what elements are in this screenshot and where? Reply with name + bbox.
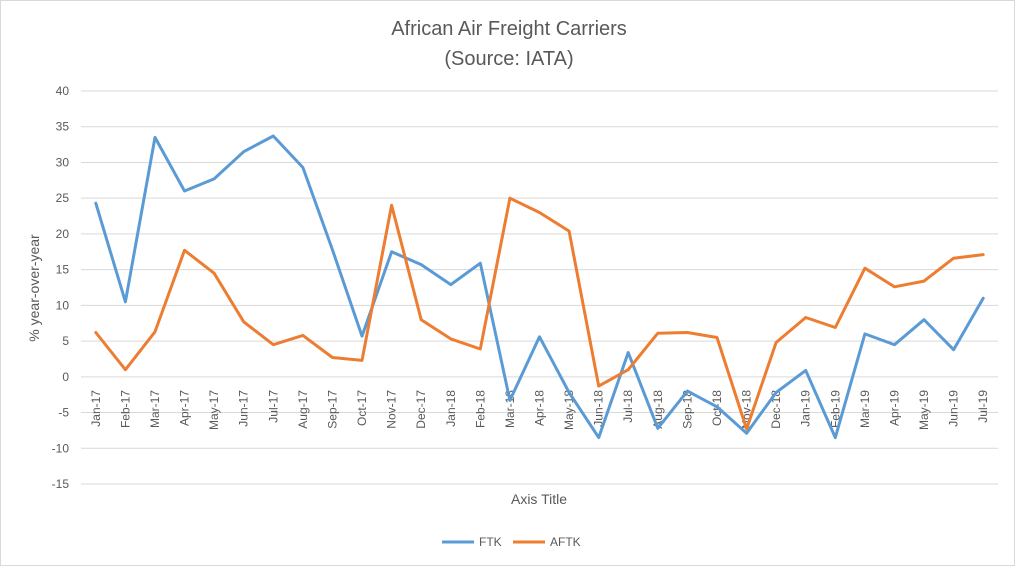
y-tick-label: 30: [56, 155, 70, 169]
x-tick-label: May-17: [207, 390, 221, 430]
x-tick-label: Mar-19: [858, 390, 872, 428]
x-tick-label: Jun-18: [592, 390, 606, 427]
y-tick-label: 15: [56, 263, 70, 277]
y-tick-label: -5: [58, 406, 69, 420]
x-tick-label: May-18: [562, 390, 576, 430]
x-tick-label: Feb-17: [118, 390, 132, 428]
x-tick-label: Jul-18: [621, 390, 635, 423]
y-tick-label: 35: [56, 120, 70, 134]
x-tick-label: Sep-17: [325, 390, 339, 429]
y-tick-label: 40: [56, 84, 70, 98]
y-tick-label: -15: [52, 477, 70, 491]
x-tick-label: Jun-19: [947, 390, 961, 427]
x-tick-label: Apr-18: [533, 390, 547, 426]
y-tick-label: 10: [56, 298, 70, 312]
y-tick-label: 0: [62, 370, 69, 384]
x-tick-label: Jan-18: [444, 390, 458, 427]
series-line-aftk: [94, 196, 985, 431]
y-tick-label: 5: [62, 334, 69, 348]
x-axis-ticks: Jan-17 Feb-17 Mar-17 Apr-17 May-17 Jun-17 Jul-…: [89, 390, 990, 430]
legend-label: AFTK: [550, 535, 581, 549]
x-tick-label: Mar-18: [503, 390, 517, 428]
series-line-ftk: [94, 134, 985, 440]
y-tick-label: 20: [56, 227, 70, 241]
series-lines: [94, 134, 985, 440]
x-tick-label: Dec-17: [414, 390, 428, 429]
x-tick-label: Jan-17: [89, 390, 103, 427]
x-tick-label: Apr-17: [178, 390, 192, 426]
x-tick-label: Aug-17: [296, 390, 310, 429]
x-tick-label: Apr-19: [887, 390, 901, 426]
y-axis-ticks: 40 35 30 25 20 15 10 5 0 -5 -10 -15: [52, 84, 70, 491]
y-tick-label: -10: [52, 441, 70, 455]
x-tick-label: Jul-19: [976, 390, 990, 423]
x-tick-label: Sep-18: [680, 390, 694, 429]
x-tick-label: Jun-17: [237, 390, 251, 427]
x-tick-label: Mar-17: [148, 390, 162, 428]
x-tick-label: Jul-17: [266, 390, 280, 423]
y-tick-label: 25: [56, 191, 70, 205]
x-tick-label: Oct-17: [355, 390, 369, 426]
x-tick-label: May-19: [917, 390, 931, 430]
chart-subtitle: (Source: IATA): [444, 48, 573, 70]
x-tick-label: Feb-19: [828, 390, 842, 428]
x-tick-label: Jan-19: [799, 390, 813, 427]
x-tick-label: Nov-17: [385, 390, 399, 429]
chart-title: African Air Freight Carriers: [391, 18, 627, 40]
legend-label: FTK: [479, 535, 502, 549]
x-axis-title: Axis Title: [511, 491, 567, 507]
legend: FTK AFTK: [442, 535, 581, 549]
x-tick-label: Dec-18: [769, 390, 783, 429]
x-tick-label: Feb-18: [473, 390, 487, 428]
y-axis-title: % year-over-year: [26, 234, 42, 342]
